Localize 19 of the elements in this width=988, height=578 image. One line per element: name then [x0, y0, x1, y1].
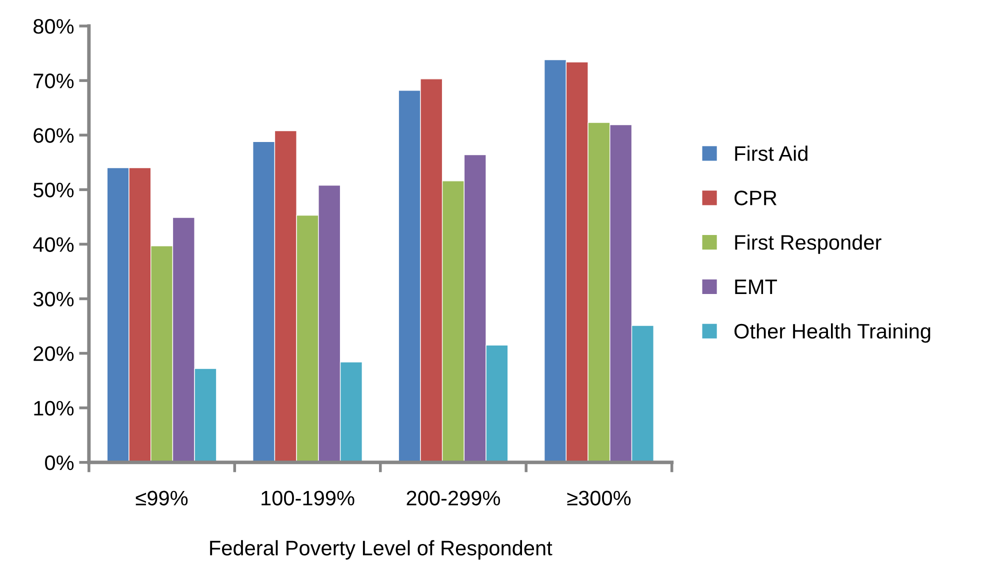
x-tick-label: ≤99%	[136, 490, 188, 506]
x-axis-title: Federal Poverty Level of Respondent	[210, 540, 552, 560]
legend-label: Other Health Training	[734, 323, 930, 343]
y-tick-label: 20%	[34, 346, 74, 362]
legend-label: EMT	[735, 280, 777, 294]
y-tick-label: 70%	[34, 74, 74, 88]
y-tick-label: 60%	[34, 128, 74, 143]
legend-label: CPR	[734, 190, 777, 206]
x-tick-label: 200-299%	[406, 490, 500, 506]
legend-label: First Responder	[735, 234, 882, 254]
y-tick-label: 40%	[33, 237, 74, 252]
y-tick-label: 50%	[33, 182, 74, 198]
y-tick-label: 0%	[45, 455, 74, 470]
y-tick-label: 80%	[34, 19, 74, 34]
x-tick-label: ≥300%	[567, 490, 631, 506]
x-tick-label: 100-199%	[262, 490, 354, 506]
legend-label: First Aid	[735, 146, 808, 161]
y-tick-label: 30%	[33, 292, 74, 307]
y-tick-label: 10%	[34, 400, 74, 416]
